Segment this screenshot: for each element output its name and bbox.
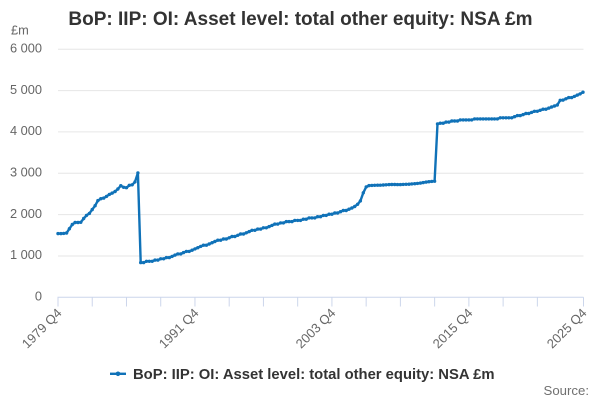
svg-text:BoP: IIP: OI: Asset level: tot: BoP: IIP: OI: Asset level: total other e… bbox=[68, 9, 532, 30]
svg-text:BoP: IIP: OI: Asset level: tot: BoP: IIP: OI: Asset level: total other e… bbox=[133, 367, 494, 383]
svg-text:£m: £m bbox=[11, 23, 29, 38]
svg-text:Source:: Source: bbox=[544, 383, 589, 398]
svg-text:3 000: 3 000 bbox=[10, 165, 42, 180]
svg-text:4 000: 4 000 bbox=[10, 123, 42, 138]
svg-text:0: 0 bbox=[35, 289, 42, 304]
svg-text:2 000: 2 000 bbox=[10, 206, 42, 221]
svg-text:5 000: 5 000 bbox=[10, 82, 42, 97]
svg-text:6 000: 6 000 bbox=[10, 40, 42, 55]
svg-text:1 000: 1 000 bbox=[10, 247, 42, 262]
